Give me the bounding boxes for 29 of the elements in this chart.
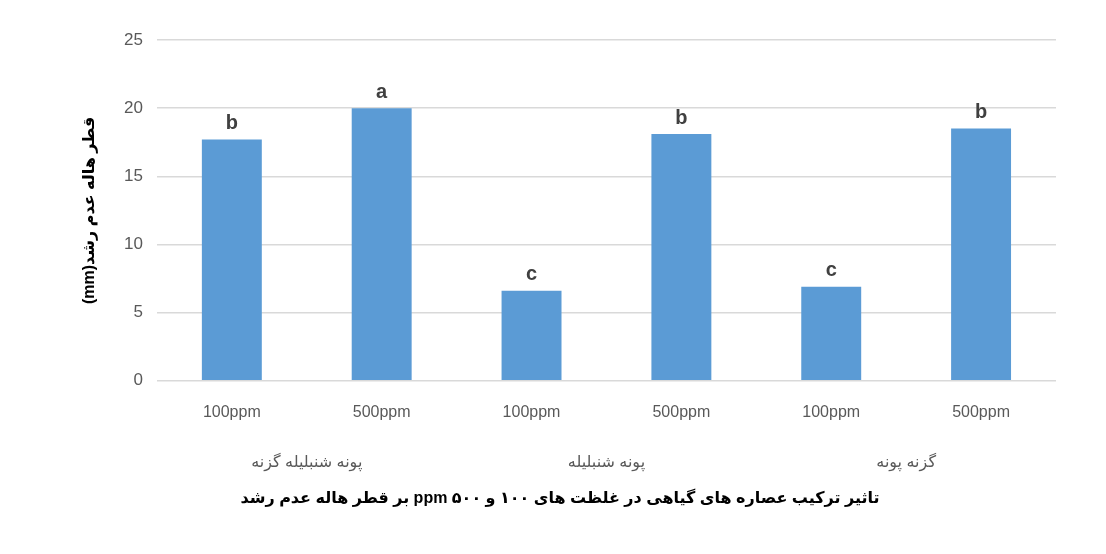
text: پونه شنبلیله [567,453,646,473]
x-tick-label: 100ppm [802,402,861,420]
y-tick-label: 5 [133,302,143,322]
text: تاثیر ترکیب عصاره های گیاهی در غلظت های ۱۰۰ و ۵۰۰ ppm بر قطر هاله عدم رشد [240,488,880,508]
y-tick-label: 20 [123,97,143,117]
bar [651,134,712,381]
x-tick-label: 500ppm [652,402,711,420]
y-tick-label: 0 [133,370,143,390]
x-tick-label: 100ppm [502,402,561,420]
data-label: b [974,100,988,123]
data-label: c [525,262,538,285]
data-label: b [675,105,688,128]
bar [351,108,412,381]
bar [201,139,262,381]
data-label: b [225,111,238,134]
bar [501,290,562,381]
x-tick-label: 100ppm [202,402,261,420]
bar [951,128,1012,381]
data-label: c [825,258,837,281]
y-axis-title: قطر هاله عدم رشد(mm) [80,116,99,305]
data-label: a [376,79,389,102]
y-tick-label: 25 [123,29,143,49]
text: گزنه پونه [876,452,937,473]
y-tick-label: 15 [123,166,143,186]
text: پونه شنبلیله گزنه [251,452,363,473]
x-tick-label: 500ppm [952,402,1010,420]
bar [801,286,862,381]
x-tick-label: 500ppm [352,402,411,420]
y-tick-label: 10 [123,234,143,254]
